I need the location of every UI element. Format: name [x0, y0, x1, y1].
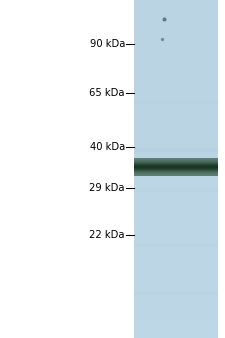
- Text: 90 kDa: 90 kDa: [90, 39, 125, 49]
- Text: 65 kDa: 65 kDa: [89, 88, 125, 98]
- Text: 40 kDa: 40 kDa: [90, 142, 125, 152]
- Text: 29 kDa: 29 kDa: [89, 183, 125, 193]
- Text: 22 kDa: 22 kDa: [89, 230, 125, 240]
